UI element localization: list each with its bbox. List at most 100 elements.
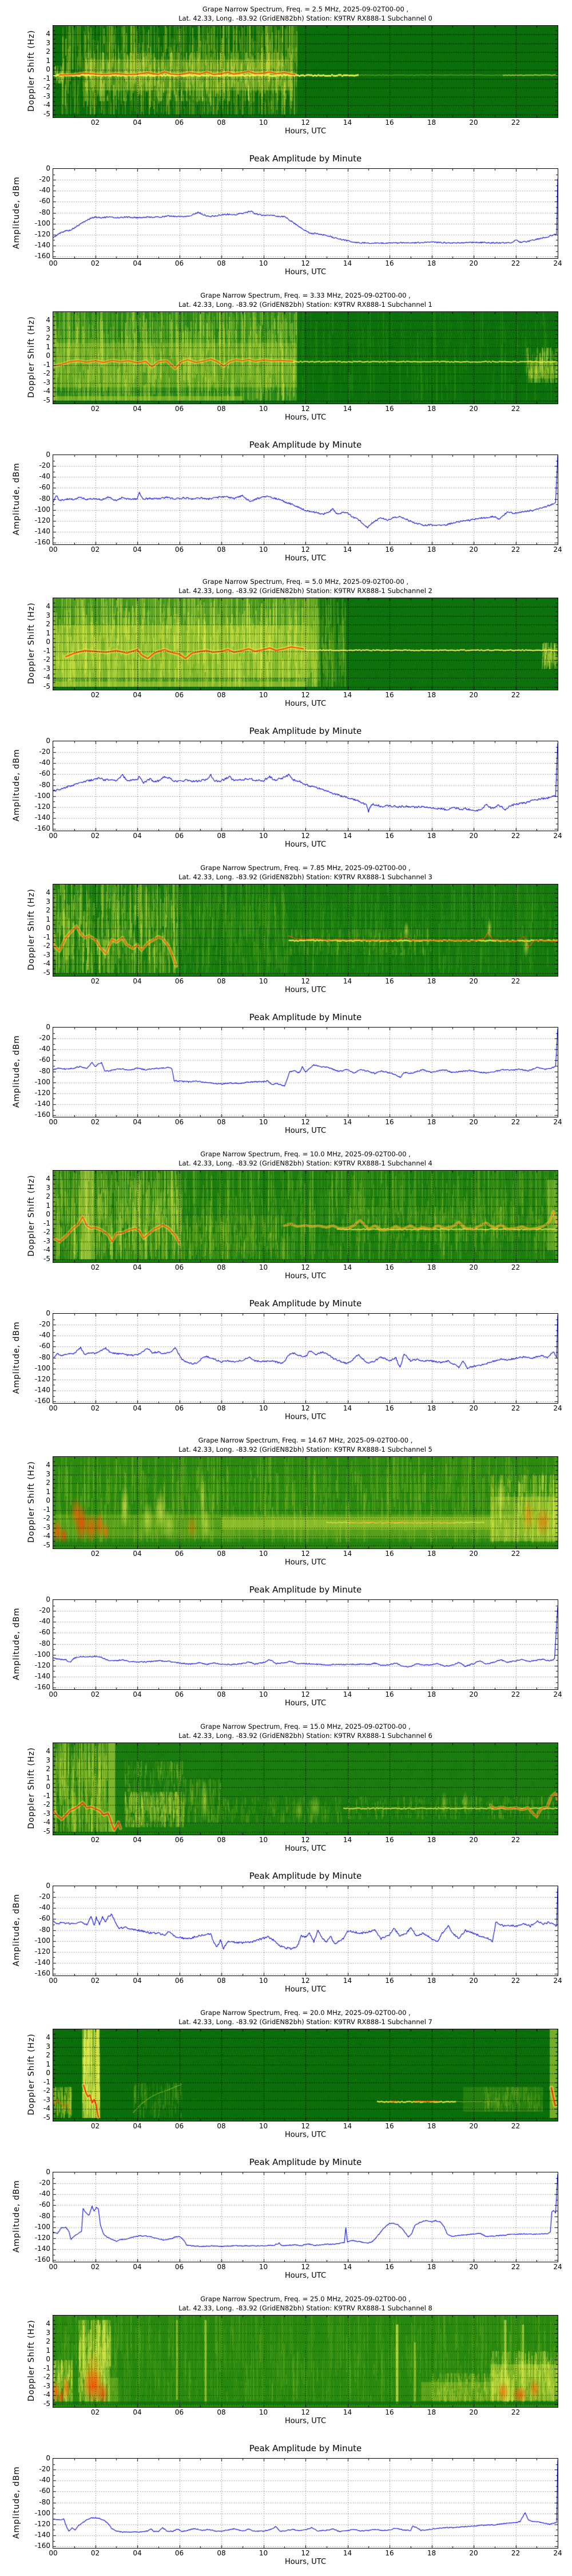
spectrogram-xlabel: Hours, UTC [284, 2417, 327, 2425]
amp-ytick-label: -60 [39, 769, 50, 778]
spec-ytick-label: -5 [43, 682, 50, 690]
amp-ytick-label: -60 [39, 1914, 50, 1923]
spec-xtick-label: 10 [259, 118, 268, 127]
amp-ytick-label: -160 [34, 824, 50, 833]
amp-xtick-label: 04 [133, 832, 142, 840]
amp-ytick-label: -40 [39, 1331, 50, 1340]
spectrogram-title: Grape Narrow Spectrum, Freq. = 20.0 MHz,… [200, 2009, 411, 2017]
amp-xtick-label: 12 [301, 1404, 310, 1412]
amplitude-canvas [53, 1314, 558, 1403]
spectrogram-title: Grape Narrow Spectrum, Freq. = 10.0 MHz,… [200, 1150, 411, 1158]
spec-xtick-label: 10 [259, 1550, 268, 1558]
amp-xtick-label: 08 [217, 2549, 226, 2557]
amplitude-canvas [53, 1886, 558, 1976]
spec-ytick-label: -3 [43, 950, 50, 959]
amp-xtick-label: 08 [217, 1118, 226, 1126]
amp-xtick-label: 10 [259, 1977, 268, 1985]
spec-ytick-label: 2 [46, 620, 50, 629]
spec-ytick-label: 1 [46, 1201, 50, 1210]
amp-xtick-label: 06 [174, 1977, 184, 1985]
amplitude-xlabel: Hours, UTC [284, 2558, 327, 2566]
amp-ytick-label: -140 [34, 527, 50, 535]
spec-xtick-label: 22 [511, 977, 521, 985]
amp-xtick-label: 22 [511, 259, 521, 267]
amplitude-xlabel: Hours, UTC [284, 1985, 327, 1994]
amp-ytick-label: -40 [39, 1903, 50, 1912]
spec-xtick-label: 04 [133, 977, 142, 985]
spectrogram-plot [53, 311, 558, 404]
spec-ytick-label: -2 [43, 1228, 50, 1236]
amp-ytick-label: 0 [46, 1595, 50, 1603]
amp-ytick-label: -20 [39, 748, 50, 756]
amplitude-title: Peak Amplitude by Minute [249, 2157, 362, 2167]
amp-ytick-label: -140 [34, 2244, 50, 2253]
spec-xtick-label: 02 [90, 1836, 100, 1844]
amplitude-xlabel: Hours, UTC [284, 840, 327, 849]
amp-xtick-label: 10 [259, 1404, 268, 1412]
spec-ytick-label: -2 [43, 83, 50, 92]
spec-xtick-label: 12 [301, 1263, 310, 1271]
spec-ytick-label: -4 [43, 673, 50, 682]
spec-ytick-label: -5 [43, 2113, 50, 2121]
amp-xtick-label: 16 [385, 1690, 394, 1698]
amp-xtick-label: 12 [301, 546, 310, 554]
amplitude-ylabel: Amplitude, dBm [12, 1894, 21, 1967]
spec-ytick-label: 3 [46, 38, 50, 47]
amp-xtick-label: 12 [301, 1977, 310, 1985]
spectrogram-canvas [53, 26, 558, 117]
amp-ytick-label: -80 [39, 1353, 50, 1361]
spec-ytick-label: -1 [43, 2364, 50, 2372]
amp-ytick-label: -160 [34, 1397, 50, 1405]
amp-xtick-label: 20 [469, 832, 478, 840]
spec-xtick-label: 14 [343, 2122, 352, 2130]
amplitude-plot [53, 455, 558, 545]
amp-ytick-label: -80 [39, 1925, 50, 1934]
spec-ytick-label: 3 [46, 611, 50, 619]
spec-xtick-label: 22 [511, 2122, 521, 2130]
spec-xtick-label: 04 [133, 2408, 142, 2416]
spec-xtick-label: 18 [427, 405, 436, 413]
spectrogram-title: Grape Narrow Spectrum, Freq. = 14.67 MHz… [198, 1436, 413, 1444]
amp-xtick-label: 14 [343, 1690, 352, 1698]
spec-xtick-label: 04 [133, 2122, 142, 2130]
spec-xtick-label: 22 [511, 1550, 521, 1558]
amp-ytick-label: 0 [46, 451, 50, 459]
amp-xtick-label: 00 [49, 1118, 58, 1126]
spectrogram-xlabel: Hours, UTC [284, 2131, 327, 2139]
amp-ytick-label: -100 [34, 1077, 50, 1086]
amplitude-xlabel: Hours, UTC [284, 1699, 327, 1708]
spec-ytick-label: -3 [43, 1523, 50, 1531]
amp-xtick-label: 04 [133, 1977, 142, 1985]
spec-xtick-label: 18 [427, 977, 436, 985]
spectrogram-canvas [53, 2029, 558, 2121]
spec-ytick-label: -2 [43, 2373, 50, 2381]
spectrogram-title: Grape Narrow Spectrum, Freq. = 5.0 MHz, … [202, 578, 409, 586]
amp-xtick-label: 20 [469, 1977, 478, 1985]
spectrogram-canvas [53, 884, 558, 976]
spectrogram-plot [53, 25, 558, 118]
amp-ytick-label: -40 [39, 2476, 50, 2484]
spec-ytick-label: 2 [46, 334, 50, 342]
amplitude-canvas [53, 1028, 558, 1117]
amp-xtick-label: 02 [90, 2263, 100, 2271]
amp-xtick-label: 02 [90, 1690, 100, 1698]
amp-xtick-label: 08 [217, 1977, 226, 1985]
spec-xtick-label: 10 [259, 2408, 268, 2416]
spec-ytick-label: -5 [43, 1254, 50, 1263]
amp-ytick-label: -20 [39, 1034, 50, 1042]
spec-ytick-label: 2 [46, 2337, 50, 2346]
amp-xtick-label: 20 [469, 1404, 478, 1412]
amplitude-plot [53, 1886, 558, 1976]
spec-ytick-label: 0 [46, 351, 50, 360]
spec-xtick-label: 04 [133, 405, 142, 413]
subchannel-section: Grape Narrow Spectrum, Freq. = 14.67 MHz… [0, 1431, 572, 1717]
amplitude-xlabel: Hours, UTC [284, 268, 327, 276]
amplitude-title: Peak Amplitude by Minute [249, 1012, 362, 1022]
amp-ytick-label: 0 [46, 1023, 50, 1031]
amp-xtick-label: 02 [90, 1977, 100, 1985]
amp-xtick-label: 06 [174, 1118, 184, 1126]
spec-xtick-label: 02 [90, 2122, 100, 2130]
amp-xtick-label: 12 [301, 832, 310, 840]
spectrogram-canvas [53, 1171, 558, 1262]
spec-xtick-label: 04 [133, 1836, 142, 1844]
